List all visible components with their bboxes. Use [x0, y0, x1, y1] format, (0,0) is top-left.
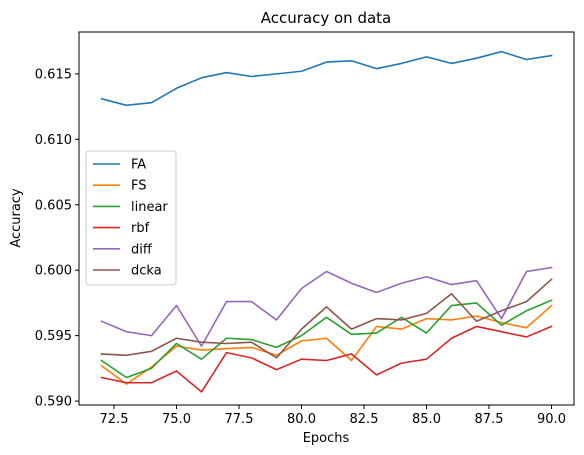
- legend-label-linear: linear: [131, 200, 168, 215]
- chart-title: Accuracy on data: [261, 9, 392, 27]
- x-axis-title: Epochs: [303, 431, 350, 446]
- series-line-FS: [100, 304, 553, 385]
- x-tick-label: 72.5: [100, 412, 129, 427]
- y-tick-label: 0.615: [35, 67, 72, 82]
- series-line-linear: [100, 299, 553, 379]
- x-tick-label: 77.5: [225, 412, 254, 427]
- y-tick-label: 0.605: [35, 198, 72, 213]
- x-tick-label: 82.5: [350, 412, 379, 427]
- series-line-diff: [100, 266, 553, 347]
- legend-items: FA FS linear rbf diff dcka: [93, 158, 168, 279]
- series-line-FA: [100, 50, 553, 107]
- legend: FA FS linear rbf diff dcka: [85, 150, 177, 286]
- y-axis: 0.590 0.595 0.600 0.605 0.610 0.615: [35, 67, 79, 410]
- x-tick-label: 80.0: [287, 412, 316, 427]
- y-axis-title: Accuracy: [9, 188, 24, 248]
- legend-label-dcka: dcka: [131, 264, 162, 279]
- plot-frame: [78, 31, 575, 406]
- legend-label-diff: diff: [131, 242, 153, 257]
- legend-label-FS: FS: [131, 179, 147, 194]
- x-tick-label: 75.0: [162, 412, 191, 427]
- x-tick-label: 90.0: [537, 412, 566, 427]
- y-tick-label: 0.600: [35, 264, 72, 279]
- y-tick-label: 0.610: [35, 133, 72, 148]
- x-axis: 72.5 75.0 77.5 80.0 82.5 85.0 87.5 90.0: [100, 405, 566, 427]
- y-tick-label: 0.595: [35, 329, 72, 344]
- y-tick-label: 0.590: [35, 395, 72, 410]
- legend-label-rbf: rbf: [131, 221, 150, 236]
- series-line-rbf: [100, 325, 553, 393]
- legend-label-FA: FA: [131, 158, 146, 173]
- x-tick-label: 85.0: [412, 412, 441, 427]
- series-layer: [100, 50, 553, 393]
- x-tick-label: 87.5: [475, 412, 504, 427]
- series-line-dcka: [100, 278, 553, 359]
